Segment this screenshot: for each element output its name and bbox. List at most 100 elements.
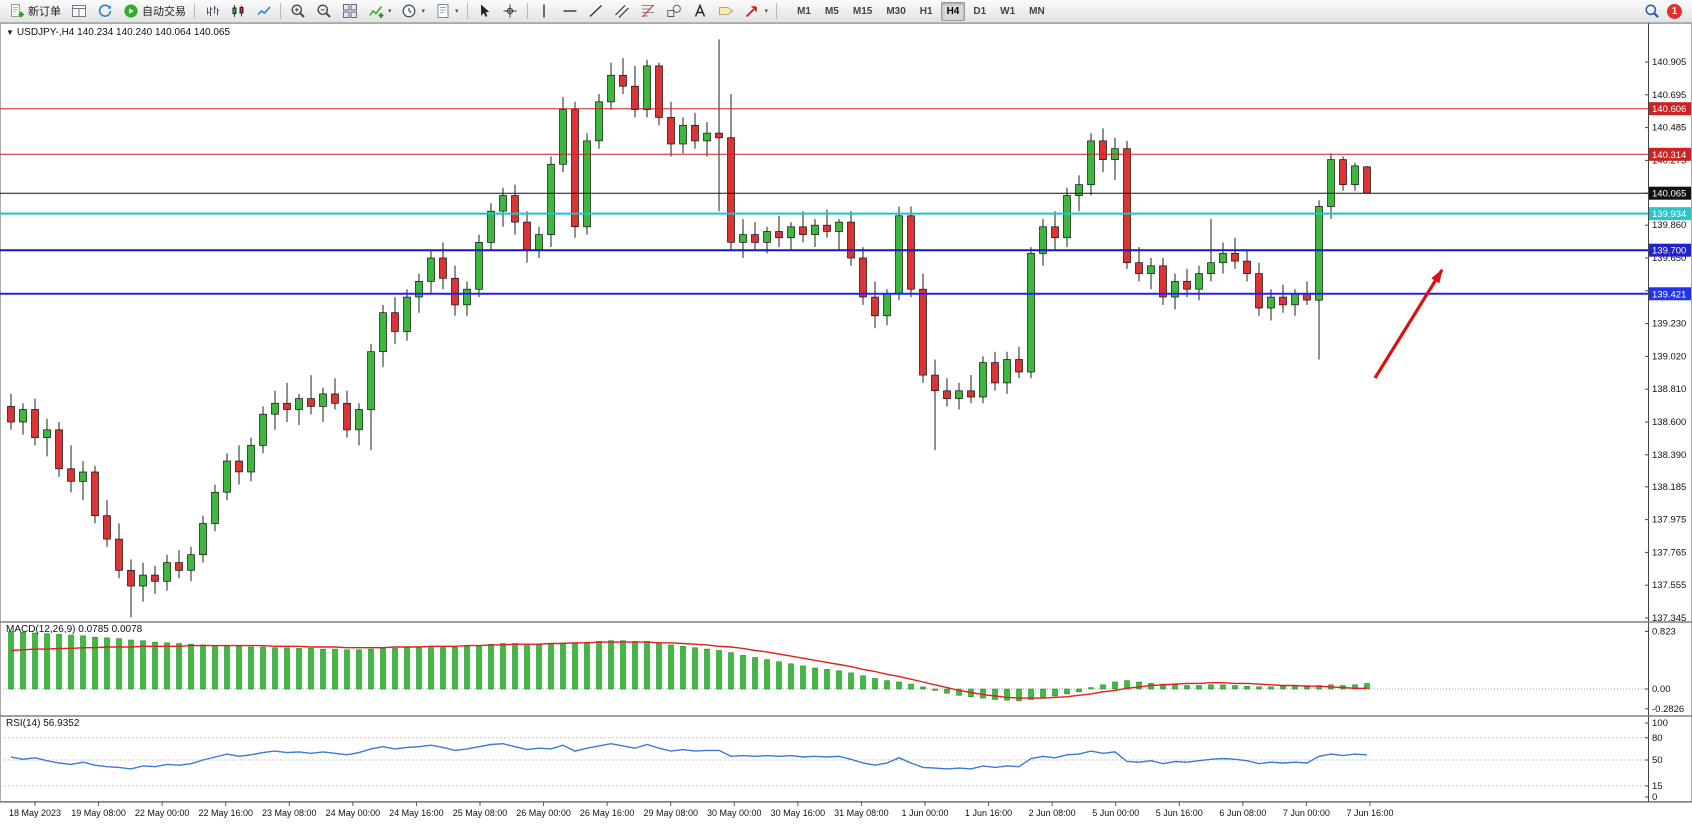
timeframe-m30-button[interactable]: M30 (886, 5, 906, 17)
price-axis-label: 140.695 (1652, 90, 1686, 101)
price-line-139.700[interactable]: 139.700 (0, 243, 1691, 257)
price-axis-label: 138.600 (1652, 417, 1686, 428)
text-a-icon (692, 3, 709, 20)
price-axis-label: 139.860 (1652, 220, 1686, 231)
zoom-in-icon (289, 3, 306, 20)
zoom-in-button[interactable] (285, 1, 310, 21)
time-label: 6 Jun 08:00 (1219, 808, 1266, 818)
svg-text:140.606: 140.606 (1652, 104, 1686, 115)
macd-signal-line (10, 641, 1367, 699)
bars-icon (203, 3, 220, 20)
arrows-button[interactable]: ▾ (740, 1, 773, 21)
trend-arrow[interactable] (1373, 268, 1444, 379)
trendline-button[interactable] (584, 1, 609, 21)
zoom-out-icon (315, 3, 332, 20)
rsi-axis-label: 80 (1652, 733, 1663, 744)
price-axis-label: 140.485 (1652, 123, 1686, 134)
vertical-line-button[interactable] (532, 1, 557, 21)
autotrade-label: 自动交易 (142, 6, 186, 18)
shapes-button[interactable] (662, 1, 687, 21)
bar-chart-button[interactable] (199, 1, 224, 21)
timeframe-h4-button[interactable]: H4 (940, 1, 966, 21)
price-line-140.065[interactable]: 140.065 (0, 186, 1691, 200)
indicators-button[interactable]: ▾ (363, 1, 396, 21)
timeframe-d1-button[interactable]: D1 (973, 5, 987, 17)
notification-badge[interactable]: 1 (1667, 3, 1682, 19)
price-axis-label: 138.810 (1652, 384, 1686, 395)
vline-icon (536, 3, 553, 20)
time-label: 2 Jun 08:00 (1029, 808, 1076, 818)
symbol-dropdown-icon[interactable]: ▼ (6, 28, 14, 37)
timeframe-mn-button[interactable]: MN (1029, 5, 1045, 17)
price-tag (1649, 102, 1691, 116)
price-line-139.934[interactable]: 139.934 (0, 207, 1691, 221)
fib-icon (640, 3, 657, 20)
tile-windows-button[interactable] (337, 1, 362, 21)
rsi-line (10, 742, 1368, 770)
equidistant-channel-button[interactable] (610, 1, 635, 21)
time-label: 30 May 00:00 (707, 808, 762, 818)
toolbar-separator (466, 3, 468, 19)
price-line-139.421[interactable]: 139.421 (0, 287, 1691, 301)
horizontal-line-button[interactable] (558, 1, 583, 21)
zoom-out-button[interactable] (311, 1, 336, 21)
price-axis-label: 139.230 (1652, 319, 1686, 330)
refresh-button[interactable] (92, 1, 117, 21)
new-order-label: 新订单 (28, 6, 61, 18)
rsi-axis-label: 50 (1652, 755, 1663, 766)
timeframe-m5-button[interactable]: M5 (824, 5, 839, 17)
refresh-icon (96, 3, 113, 20)
toolbar-separator (776, 3, 778, 19)
time-label: 19 May 08:00 (71, 808, 126, 818)
charts-grid-button[interactable] (66, 1, 91, 21)
time-label: 31 May 08:00 (834, 808, 889, 818)
search-button[interactable] (1639, 1, 1664, 21)
chart-window[interactable]: 140.905 140.695 140.485 140.275 140.065 139.8… (0, 23, 1692, 838)
price-axis-label: 137.345 (1652, 613, 1686, 624)
timeframe-h1-button[interactable]: H1 (919, 5, 933, 17)
crosshair-icon (502, 3, 519, 20)
svg-text:139.421: 139.421 (1652, 289, 1686, 300)
label-icon (718, 3, 735, 20)
time-label: 24 May 16:00 (389, 808, 444, 818)
search-icon (1643, 3, 1660, 20)
periods-button[interactable]: ▾ (397, 1, 430, 21)
cursor-button[interactable] (472, 1, 497, 21)
time-label: 1 Jun 16:00 (965, 808, 1012, 818)
fibonacci-button[interactable] (636, 1, 661, 21)
price-axis-label: 137.975 (1652, 515, 1686, 526)
time-label: 25 May 08:00 (453, 808, 508, 818)
chart-background (0, 23, 1692, 838)
crosshair-button[interactable] (498, 1, 523, 21)
hline-icon (562, 3, 579, 20)
price-tag (1649, 243, 1691, 257)
new-order-button[interactable]: 新订单 (4, 1, 65, 21)
candle-chart-button[interactable] (225, 1, 250, 21)
tile-icon (341, 3, 358, 20)
price-line-140.314[interactable]: 140.314 (0, 147, 1691, 161)
time-axis[interactable]: 18 May 2023 19 May 08:00 22 May 00:00 22 Ma… (0, 801, 1692, 818)
cursor-icon (476, 3, 493, 20)
timeframe-w1-button[interactable]: W1 (1000, 5, 1016, 17)
timeframe-m15-button[interactable]: M15 (852, 5, 873, 17)
chart-canvas[interactable]: 140.905 140.695 140.485 140.275 140.065 139.8… (0, 23, 1692, 838)
text-label-button[interactable] (714, 1, 739, 21)
line-chart-button[interactable] (251, 1, 276, 21)
autotrade-button[interactable]: 自动交易 (118, 1, 190, 21)
price-line-140.606[interactable]: 140.606 (0, 102, 1691, 116)
indicator-icon (367, 3, 384, 20)
caret-down-icon: ▾ (455, 8, 459, 15)
text-button[interactable] (688, 1, 713, 21)
time-label: 1 Jun 00:00 (901, 808, 948, 818)
svg-text:140.065: 140.065 (1652, 189, 1686, 200)
time-label: 26 May 00:00 (516, 808, 571, 818)
time-label: 7 Jun 00:00 (1283, 808, 1330, 818)
main-toolbar: 新订单 自动交易 ▾ ▾ ▾ ▾ M1 M5 M15 M30 H1 H4 D1 W1 MN 1 (0, 0, 1692, 23)
template-icon (434, 3, 451, 20)
caret-down-icon: ▾ (764, 8, 769, 15)
time-label: 22 May 00:00 (135, 808, 190, 818)
price-tag (1649, 287, 1691, 301)
timeframe-m1-button[interactable]: M1 (797, 5, 811, 17)
templates-button[interactable]: ▾ (430, 1, 463, 21)
